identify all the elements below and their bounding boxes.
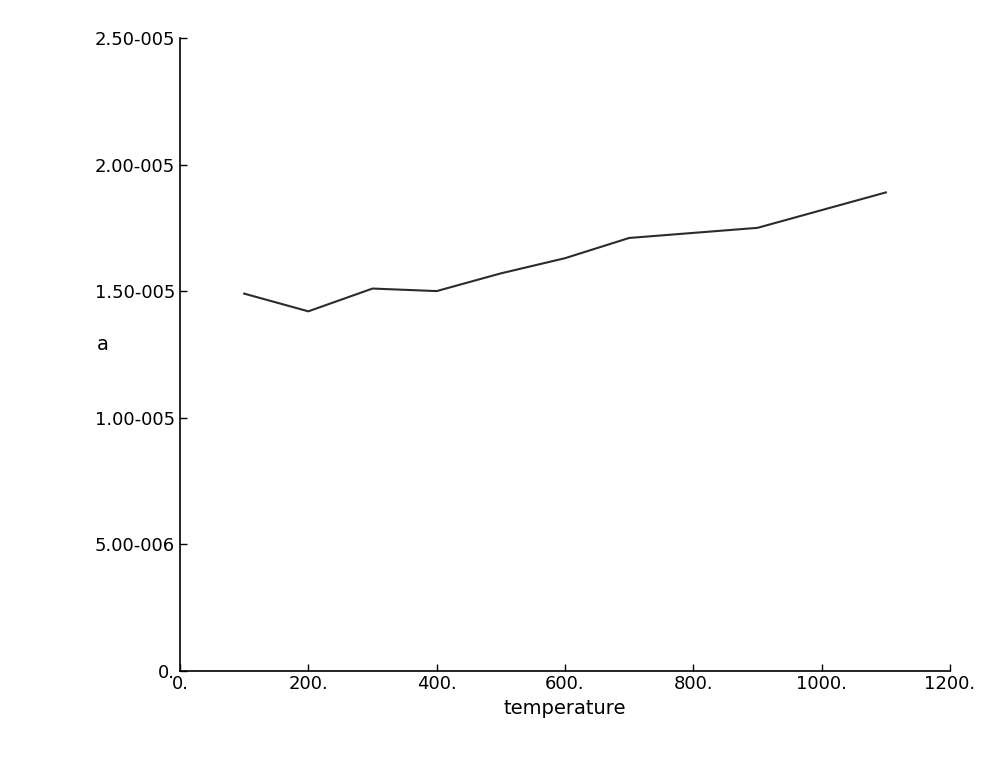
Y-axis label: a: a <box>97 335 109 354</box>
X-axis label: temperature: temperature <box>504 699 626 718</box>
